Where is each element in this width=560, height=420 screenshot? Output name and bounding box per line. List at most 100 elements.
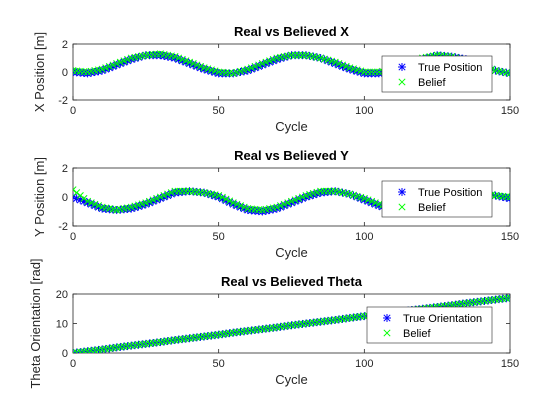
data-point: [98, 65, 106, 73]
data-point: [291, 196, 299, 204]
x-axis-label: Cycle: [275, 245, 308, 260]
data-point: [262, 58, 270, 66]
x-tick-label: 50: [213, 105, 225, 117]
legend-box: [381, 55, 493, 93]
legend-entry: True Position: [418, 62, 482, 74]
chart-title: Real vs Believed Y: [234, 148, 349, 163]
data-point: [105, 62, 113, 70]
legend-marker: [383, 314, 391, 322]
data-point: [218, 193, 226, 201]
data-point: [84, 197, 92, 205]
legend-marker: [398, 78, 406, 86]
x-tick-label: 0: [70, 358, 76, 370]
y-tick-label: -2: [58, 95, 68, 107]
data-point: [156, 193, 164, 201]
x-tick-label: 50: [213, 231, 225, 243]
data-point: [298, 193, 306, 201]
y-axis-label: X Position [m]: [32, 32, 47, 112]
data-point: [244, 65, 252, 73]
data-point: [73, 189, 81, 197]
data-point: [76, 191, 84, 200]
x-axis-label: Cycle: [275, 372, 308, 387]
y-tick-label: 0: [62, 192, 68, 204]
legend-entry: Belief: [418, 202, 446, 214]
y-tick-label: -2: [58, 221, 68, 233]
data-point: [124, 55, 132, 63]
data-point: [284, 199, 292, 207]
data-point: [193, 61, 201, 69]
data-point: [142, 199, 150, 207]
data-point: [196, 62, 205, 70]
legend-marker: [383, 329, 391, 337]
x-tick-label: 150: [501, 105, 519, 117]
data-point: [145, 197, 154, 205]
data-point: [251, 62, 259, 70]
legend: True Orientation Belief: [366, 306, 493, 344]
data-point: [153, 194, 161, 203]
data-point: [120, 57, 128, 65]
legend: True Position Belief: [381, 55, 493, 93]
data-point: [229, 199, 237, 207]
data-point: [178, 55, 186, 63]
data-point: [215, 191, 223, 200]
chart-title: Real vs Believed X: [234, 24, 349, 39]
data-point: [360, 194, 368, 203]
y-tick-label: 2: [62, 39, 68, 51]
data-point: [240, 203, 248, 211]
data-point: [80, 194, 88, 203]
data-point: [506, 194, 510, 203]
data-point: [506, 294, 510, 302]
data-point: [233, 200, 241, 208]
data-point: [102, 64, 110, 72]
legend: True Position Belief: [381, 180, 493, 218]
legend-marker: [398, 188, 406, 196]
data-point: [280, 200, 288, 208]
x-tick-label: 0: [70, 105, 76, 117]
subplot-3: 0 50 100 150 0 10 20 Real vs Believed Theta Cycl…: [28, 258, 519, 388]
data-point: [506, 69, 510, 77]
data-point: [171, 53, 179, 61]
x-tick-label: 150: [501, 358, 519, 370]
y-tick-label: 10: [56, 319, 68, 331]
data-point: [189, 60, 197, 68]
data-layer: [73, 294, 510, 353]
data-point: [342, 62, 350, 70]
data-point: [73, 186, 77, 194]
data-point: [273, 203, 281, 211]
x-tick-label: 0: [70, 231, 76, 243]
data-point: [255, 61, 263, 69]
x-tick-label: 100: [355, 105, 373, 117]
data-point: [109, 61, 117, 69]
y-tick-label: 0: [62, 67, 68, 79]
data-point: [269, 55, 277, 63]
y-tick-label: 20: [56, 289, 68, 301]
data-point: [91, 200, 99, 208]
x-axis-label: Cycle: [275, 119, 308, 134]
legend-entry: True Position: [418, 187, 482, 199]
data-point: [167, 189, 175, 197]
y-axis-label: Y Position [m]: [32, 157, 47, 237]
data-point: [338, 61, 347, 69]
data-point: [185, 58, 194, 66]
data-point: [247, 64, 255, 72]
data-point: [335, 60, 343, 68]
data-point: [160, 191, 168, 200]
data-point: [266, 57, 274, 65]
data-point: [94, 202, 103, 210]
data-point: [182, 57, 190, 65]
data-point: [164, 190, 172, 198]
data-point: [113, 60, 121, 68]
data-point: [175, 54, 183, 62]
data-point: [87, 199, 95, 207]
data-point: [222, 195, 230, 203]
legend-entry: Belief: [403, 328, 431, 340]
legend-box: [381, 180, 493, 218]
data-point: [277, 202, 285, 210]
data-point: [116, 58, 124, 66]
y-tick-label: 2: [62, 163, 68, 175]
data-point: [368, 197, 376, 205]
data-point: [295, 194, 303, 203]
